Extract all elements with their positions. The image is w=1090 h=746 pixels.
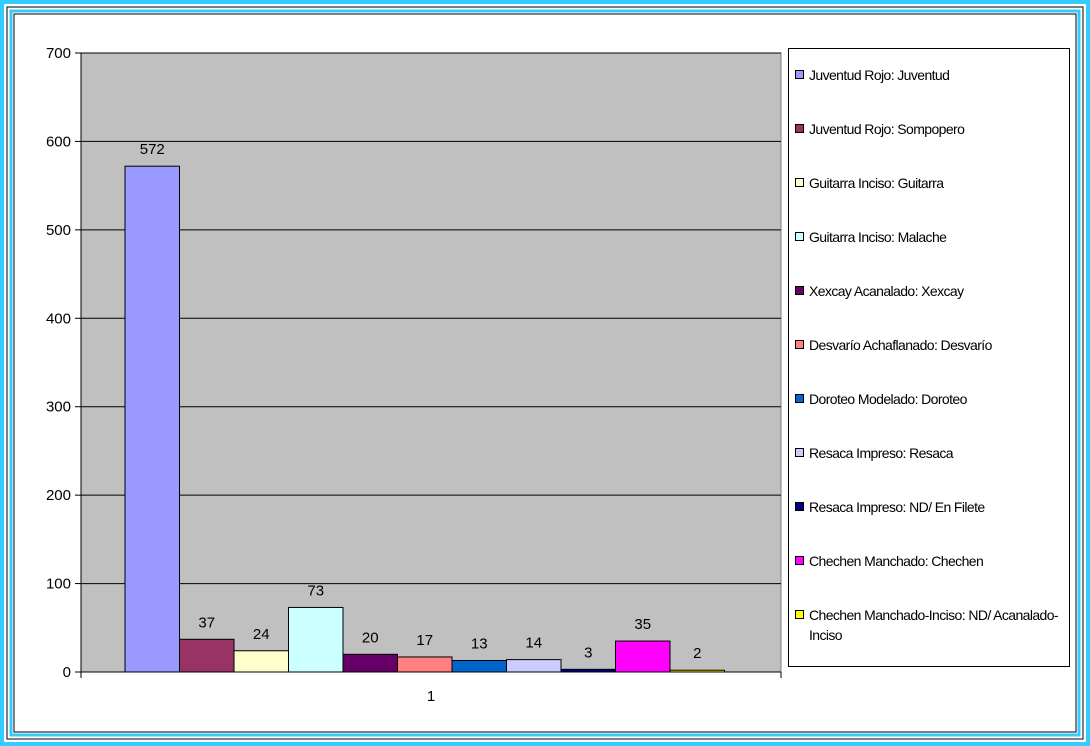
legend-label: Resaca Impreso: Resaca — [809, 445, 954, 461]
legend-item: Xexcay Acanalado: Xexcay — [795, 281, 1064, 301]
bar — [124, 165, 180, 673]
y-tick-label: 300 — [46, 399, 71, 416]
gridlines — [81, 52, 781, 585]
legend-item: Chechen Manchado-Inciso: ND/ Acanalado-I… — [795, 605, 1064, 645]
legend-item: Guitarra Inciso: Malache — [795, 227, 1064, 247]
bar — [342, 653, 398, 673]
bar — [506, 659, 562, 673]
data-label: 24 — [253, 626, 270, 643]
data-label: 35 — [634, 616, 651, 633]
legend-label: Guitarra Inciso: Malache — [809, 229, 947, 245]
legend-item: Chechen Manchado: Chechen — [795, 551, 1064, 571]
y-tick-label: 0 — [63, 664, 71, 681]
legend-swatch — [795, 610, 804, 619]
legend-item: Guitarra Inciso: Guitarra — [795, 173, 1064, 193]
data-label: 73 — [307, 582, 324, 599]
legend-label: Doroteo Modelado: Doroteo — [809, 391, 967, 407]
legend-swatch — [795, 124, 804, 133]
bars — [124, 165, 725, 673]
legend-label: Juventud Rojo: Sompopero — [809, 121, 965, 137]
legend-swatch — [795, 340, 804, 349]
bar — [397, 656, 453, 673]
legend-item: Juventud Rojo: Juventud — [795, 65, 1064, 85]
plot-background — [80, 52, 782, 673]
bar — [615, 640, 671, 673]
legend-item: Doroteo Modelado: Doroteo — [795, 389, 1064, 409]
legend-swatch — [795, 394, 804, 403]
plot-area — [80, 52, 782, 673]
y-tick-label: 600 — [46, 133, 71, 150]
legend-swatch — [795, 70, 804, 79]
legend-label: Xexcay Acanalado: Xexcay — [809, 283, 964, 299]
legend-swatch — [795, 502, 804, 511]
legend-item: Juventud Rojo: Sompopero — [795, 119, 1064, 139]
legend-item: Desvarío Achaflanado: Desvarío — [795, 335, 1064, 355]
legend-swatch — [795, 178, 804, 187]
legend-label: Juventud Rojo: Juventud — [809, 67, 950, 83]
data-label: 14 — [525, 635, 542, 652]
y-tick-label: 700 — [46, 45, 71, 62]
bar — [451, 660, 507, 673]
legend-label: Resaca Impreso: ND/ En Filete — [809, 499, 985, 515]
y-tick-label: 200 — [46, 487, 71, 504]
bar — [233, 650, 289, 673]
legend-label: Guitarra Inciso: Guitarra — [809, 175, 944, 191]
x-tick-label: 1 — [427, 688, 435, 705]
data-label: 13 — [471, 636, 488, 653]
axes: 0 100 200 300 400 500 600 700 1 — [46, 45, 782, 705]
data-label: 2 — [693, 645, 701, 662]
legend-swatch — [795, 556, 804, 565]
legend-item: Resaca Impreso: ND/ En Filete — [795, 497, 1064, 517]
legend-label: Desvarío Achaflanado: Desvarío — [809, 337, 992, 353]
data-label: 3 — [584, 644, 592, 661]
y-tick-label: 500 — [46, 222, 71, 239]
y-tick-label: 400 — [46, 310, 71, 327]
legend: Juventud Rojo: Juventud Juventud Rojo: So… — [788, 48, 1070, 667]
data-label: 572 — [140, 141, 165, 158]
legend-label: Chechen Manchado-Inciso: ND/ Acanalado-I… — [809, 607, 1059, 643]
bar — [288, 606, 344, 673]
bar — [179, 638, 235, 673]
data-labels: 572 37 24 73 20 17 13 14 3 35 2 — [140, 141, 702, 662]
legend-swatch — [795, 448, 804, 457]
data-label: 37 — [198, 614, 215, 631]
legend-item: Resaca Impreso: Resaca — [795, 443, 1064, 463]
legend-swatch — [795, 232, 804, 241]
data-label: 20 — [362, 629, 379, 646]
legend-label: Chechen Manchado: Chechen — [809, 553, 984, 569]
legend-swatch — [795, 286, 804, 295]
y-tick-label: 100 — [46, 576, 71, 593]
data-label: 17 — [416, 632, 433, 649]
